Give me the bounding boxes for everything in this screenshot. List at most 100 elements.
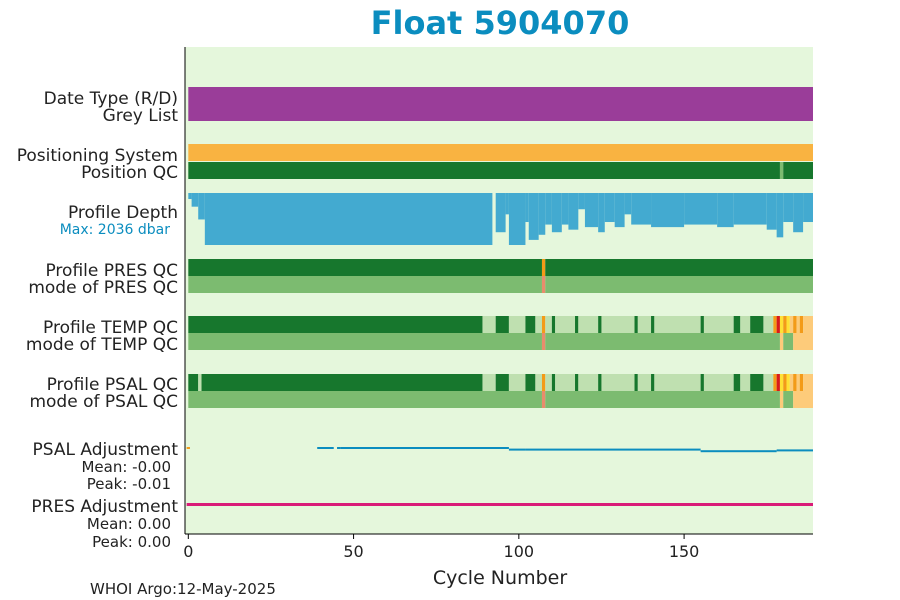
label-pres-peak: Peak: 0.00 — [92, 533, 171, 551]
psal-qc-bar — [700, 374, 704, 391]
psal-adjustment-segment — [776, 449, 813, 452]
psal-adjustment-segment — [340, 447, 509, 449]
psal-adjustment-segment — [700, 450, 777, 453]
temp-qc-bar — [740, 316, 751, 333]
pres-qc-bar — [545, 259, 813, 276]
temp-qc-bar — [551, 316, 556, 333]
profile-depth-bar — [204, 193, 493, 245]
psal-qc-bar — [198, 374, 202, 391]
profile-depth-bar — [568, 193, 579, 230]
profile-depth-bar — [776, 193, 784, 238]
psal-qc-bar — [651, 374, 655, 391]
profile-depth-bar — [803, 193, 813, 223]
psal-qc-bar — [779, 374, 784, 391]
label-max-depth: Max: 2036 dbar — [60, 222, 171, 238]
temp-qc-bar — [789, 316, 794, 333]
psal-qc-bar — [551, 374, 556, 391]
psal-qc-bar — [796, 374, 800, 391]
psal-qc-bar — [750, 374, 764, 391]
psal-mode-bar — [541, 391, 546, 408]
temp-qc-bar — [634, 316, 638, 333]
profile-depth-bar — [508, 193, 526, 245]
label-psal-mode: mode of PSAL QC — [29, 392, 178, 412]
temp-mode-bar — [188, 333, 542, 350]
psal-qc-bar — [525, 374, 536, 391]
pres-mode-bar — [541, 276, 546, 293]
profile-depth-bar — [733, 193, 767, 225]
psal-adjustment-segment — [186, 447, 190, 449]
temp-qc-bar — [779, 316, 784, 333]
label-position-qc: Position QC — [81, 163, 178, 183]
temp-qc-bar — [578, 316, 599, 333]
psal-qc-bar — [793, 374, 797, 391]
temp-qc-bar — [601, 316, 635, 333]
temp-qc-bar — [796, 316, 800, 333]
psal-qc-bar — [535, 374, 542, 391]
temp-qc-bar — [776, 316, 780, 333]
psal-qc-bar — [508, 374, 526, 391]
psal-qc-bar — [763, 374, 774, 391]
date-type-bar — [188, 87, 813, 121]
psal-adjustment-segment — [508, 448, 526, 451]
label-psal-qc: Profile PSAL QC — [47, 375, 178, 395]
profile-depth-bar — [684, 193, 718, 225]
psal-qc-bar — [637, 374, 652, 391]
temp-qc-bar — [733, 316, 741, 333]
profile-depth-bar — [561, 193, 569, 225]
temp-qc-bar — [598, 316, 602, 333]
psal-mode-bar — [779, 391, 784, 408]
label-temp-qc: Profile TEMP QC — [43, 318, 178, 338]
pres-mode-bar — [188, 276, 542, 293]
profile-depth-bar — [624, 193, 632, 215]
temp-mode-bar — [541, 333, 546, 350]
psal-qc-bar — [654, 374, 701, 391]
profile-depth-bar — [528, 193, 539, 240]
temp-mode-bar — [783, 333, 794, 350]
profile-depth-bar — [505, 193, 509, 215]
profile-depth-bar — [651, 193, 685, 228]
psal-mode-bar — [793, 391, 813, 408]
temp-mode-bar — [779, 333, 784, 350]
temp-qc-bar — [793, 316, 797, 333]
temp-qc-bar — [763, 316, 774, 333]
temp-qc-bar — [773, 316, 777, 333]
profile-depth-bar — [495, 193, 506, 233]
pres-adjustment-segment — [186, 503, 813, 506]
x-tick-label: 150 — [669, 542, 700, 561]
psal-qc-bar — [773, 374, 777, 391]
label-positioning-system: Positioning System — [17, 146, 178, 166]
temp-mode-bar — [793, 333, 813, 350]
label-temp-mode: mode of TEMP QC — [26, 335, 178, 355]
psal-qc-bar — [575, 374, 579, 391]
psal-qc-bar — [703, 374, 734, 391]
footer-credit: WHOI Argo:12-May-2025 — [90, 580, 276, 598]
profile-depth-bar — [584, 193, 599, 228]
chart-title: Float 5904070 — [371, 4, 630, 42]
x-axis-label: Cycle Number — [433, 567, 567, 589]
temp-qc-bar — [541, 316, 546, 333]
label-pres-adjustment: PRES Adjustment — [31, 497, 178, 517]
x-ticks: 0 50 100 150 — [183, 534, 699, 561]
position-qc-bar — [779, 162, 784, 179]
psal-qc-bar — [601, 374, 635, 391]
x-tick-label: 100 — [504, 542, 535, 561]
profile-depth-bar — [191, 193, 199, 207]
profile-depth-bar — [188, 193, 192, 200]
temp-qc-bar — [482, 316, 496, 333]
psal-qc-bar — [783, 374, 787, 391]
profile-depth-bar — [198, 193, 205, 220]
x-tick-label: 0 — [183, 542, 193, 561]
temp-qc-bar — [786, 316, 790, 333]
pres-qc-bar — [541, 259, 546, 276]
label-pres-mean: Mean: 0.00 — [87, 515, 171, 533]
psal-mode-bar — [783, 391, 794, 408]
profile-depth-bar — [717, 193, 734, 228]
temp-qc-bar — [508, 316, 526, 333]
profile-depth-bar — [525, 193, 529, 223]
temp-qc-bar — [188, 316, 483, 333]
temp-qc-bar — [555, 316, 576, 333]
psal-qc-bar — [541, 374, 546, 391]
profile-depth-bar — [551, 193, 562, 233]
pres-qc-bar — [188, 259, 542, 276]
